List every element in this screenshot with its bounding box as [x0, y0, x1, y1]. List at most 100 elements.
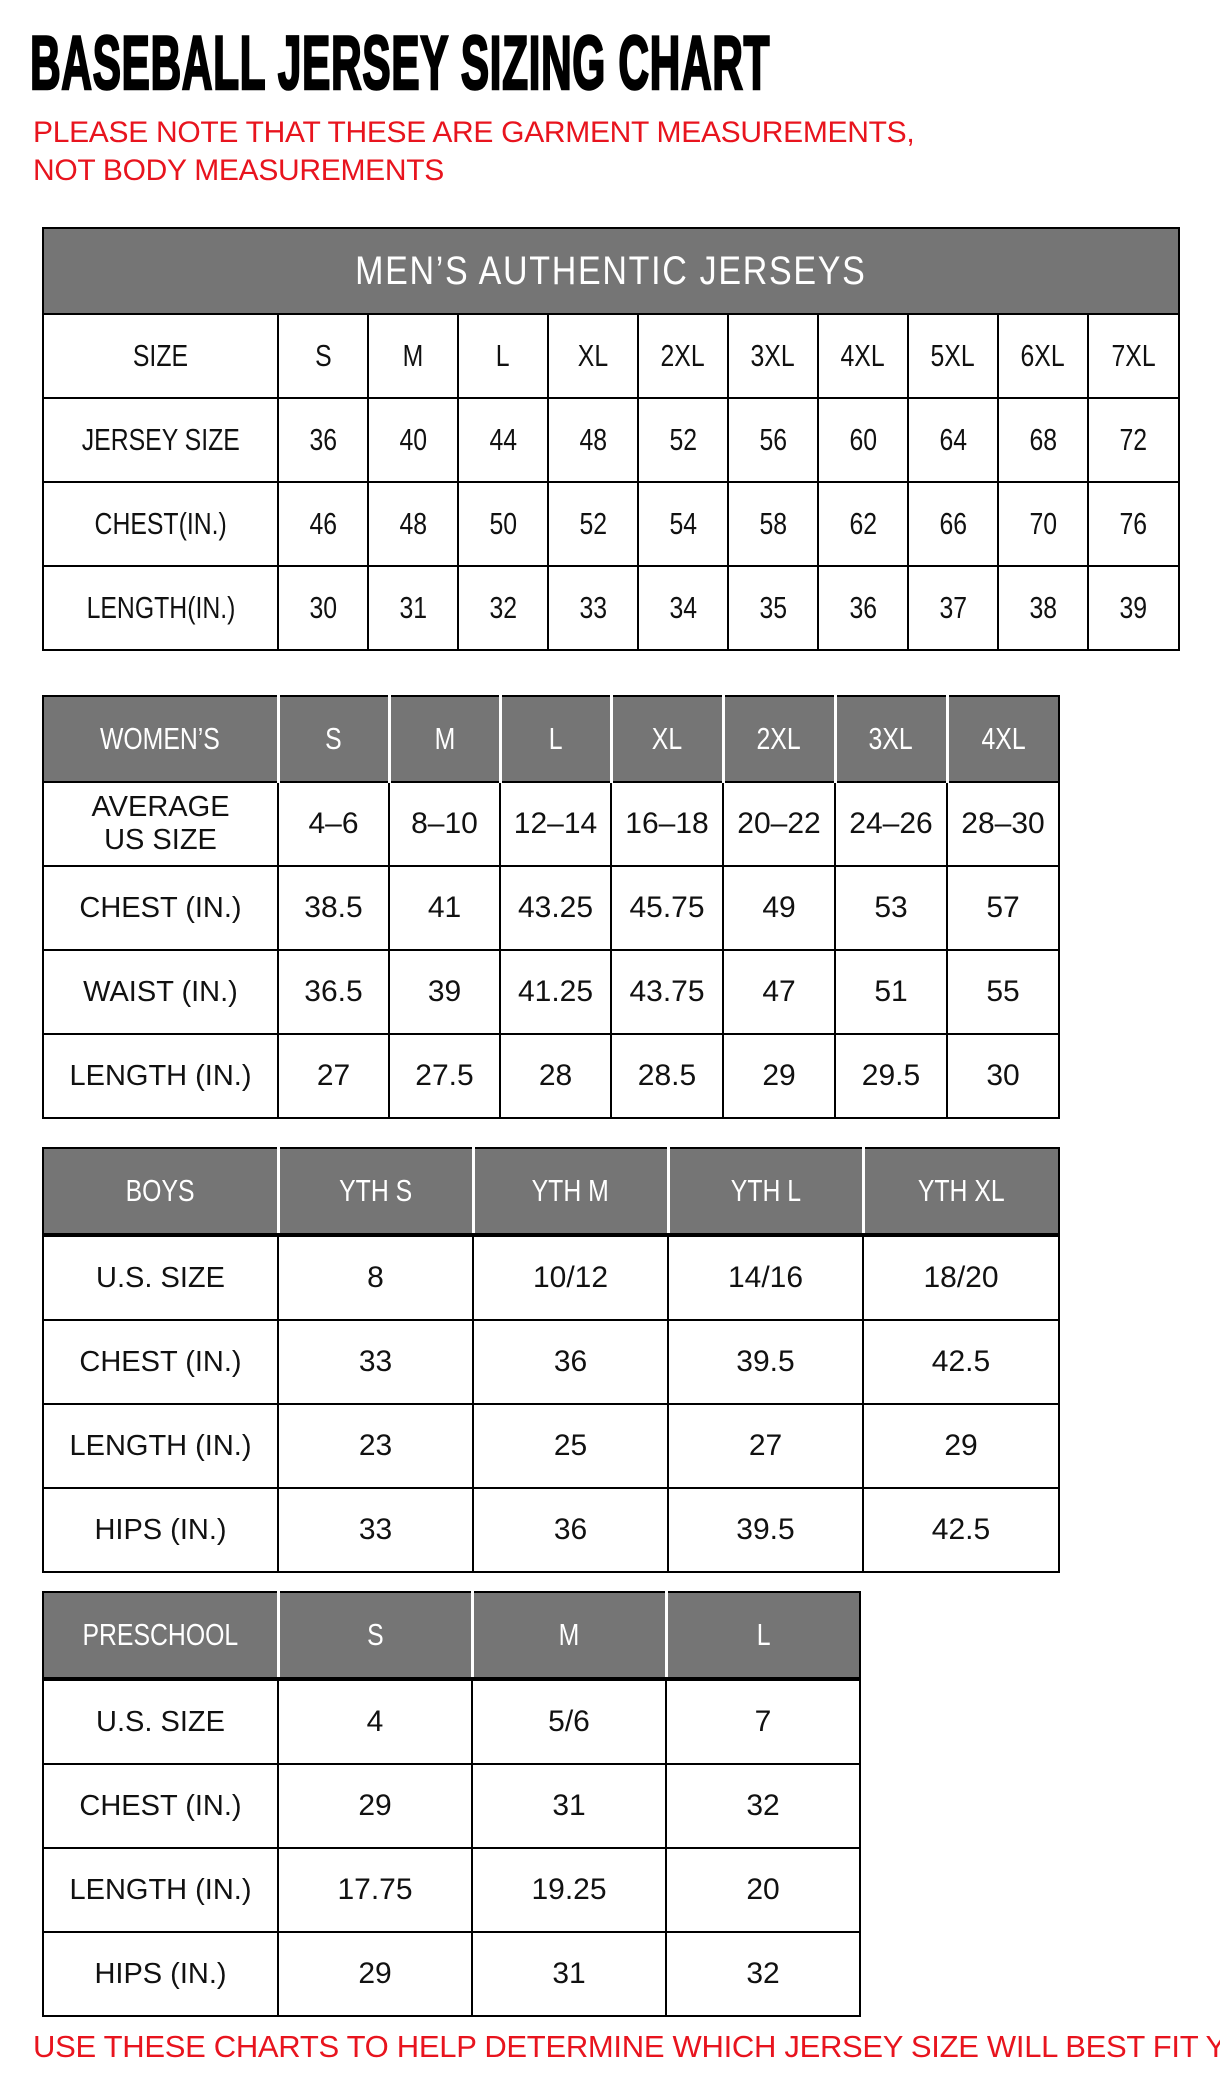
table-cell: 29: [862, 1403, 1060, 1489]
table-cell: 36.5: [277, 949, 390, 1035]
table-cell: 24–26: [834, 781, 948, 867]
column-header: M: [387, 695, 502, 783]
table-cell: 52: [547, 481, 639, 567]
column-header: XL: [609, 695, 725, 783]
table-row: JERSEY SIZE 36 40 44 48 52 56 60 64 68 7…: [42, 397, 1181, 483]
table-cell: 33: [277, 1487, 474, 1573]
page-title: BASEBALL JERSEY SIZING CHART: [29, 21, 771, 106]
table-cell: 32: [665, 1931, 861, 2017]
table-cell: 8: [277, 1234, 474, 1321]
column-header: 3XL: [833, 695, 949, 783]
table-cell: 34: [637, 565, 729, 651]
table-cell: 30: [277, 565, 369, 651]
row-label: LENGTH (IN.): [42, 1403, 279, 1489]
column-header: M: [367, 313, 459, 399]
preschool-table: PRESCHOOL S M L U.S. SIZE 4 5/6 7 CHEST …: [42, 1591, 861, 2017]
row-label: LENGTH(IN.): [42, 565, 279, 651]
table-cell: 33: [547, 565, 639, 651]
table-cell: 70: [997, 481, 1089, 567]
table-cell: 12–14: [499, 781, 612, 867]
table-cell: 30: [946, 1033, 1060, 1119]
column-header: 7XL: [1086, 313, 1181, 399]
table-cell: 32: [457, 565, 549, 651]
table-cell: 58: [727, 481, 819, 567]
table-cell: 42.5: [862, 1319, 1060, 1405]
womens-table: WOMEN’S S M L XL 2XL 3XL 4XL AVERAGE US …: [42, 695, 1060, 1119]
table-cell: 57: [946, 865, 1060, 951]
column-header: S: [276, 695, 391, 783]
column-header: 3XL: [727, 313, 819, 399]
column-header: L: [664, 1591, 861, 1681]
table-cell: 48: [547, 397, 639, 483]
table-cell: 47: [722, 949, 836, 1035]
table-cell: 16–18: [610, 781, 724, 867]
column-header: YTH S: [276, 1147, 475, 1237]
table-cell: 25: [472, 1403, 669, 1489]
table-cell: 43.25: [499, 865, 612, 951]
table-row: WAIST (IN.) 36.5 39 41.25 43.75 47 51 55: [42, 949, 1060, 1035]
table-row: U.S. SIZE 4 5/6 7: [42, 1678, 861, 1765]
table-cell: 29: [277, 1931, 473, 2017]
table-cell: 44: [457, 397, 549, 483]
table-cell: 27: [667, 1403, 864, 1489]
table-cell: 51: [834, 949, 948, 1035]
table-cell: 39: [388, 949, 501, 1035]
column-header: 2XL: [721, 695, 837, 783]
table-cell: 52: [637, 397, 729, 483]
table-cell: 17.75: [277, 1847, 473, 1933]
table-row: HIPS (IN.) 29 31 32: [42, 1931, 861, 2017]
table-cell: 53: [834, 865, 948, 951]
column-header: 5XL: [907, 313, 999, 399]
table-cell: 29.5: [834, 1033, 948, 1119]
garment-measurement-note: PLEASE NOTE THAT THESE ARE GARMENT MEASU…: [33, 116, 915, 187]
row-label: AVERAGE US SIZE: [42, 781, 279, 867]
table-cell: 39: [1086, 565, 1181, 651]
table-cell: 38.5: [277, 865, 390, 951]
column-header: 4XL: [945, 695, 1060, 783]
table-row: AVERAGE US SIZE 4–6 8–10 12–14 16–18 20–…: [42, 781, 1060, 867]
table-cell: 29: [722, 1033, 836, 1119]
table-cell: 23: [277, 1403, 474, 1489]
table-row: WOMEN’S S M L XL 2XL 3XL 4XL: [42, 695, 1060, 783]
table-cell: 42.5: [862, 1487, 1060, 1573]
table-cell: 31: [471, 1763, 667, 1849]
table-row: MEN’S AUTHENTIC JERSEYS: [41, 227, 1181, 315]
table-cell: 4: [277, 1678, 473, 1765]
column-header: 6XL: [997, 313, 1089, 399]
table-cell: 37: [907, 565, 999, 651]
row-label: CHEST (IN.): [42, 1319, 279, 1405]
table-cell: 39.5: [667, 1487, 864, 1573]
table-row: CHEST (IN.) 29 31 32: [42, 1763, 861, 1849]
table-cell: 31: [471, 1931, 667, 2017]
column-header: S: [276, 1591, 474, 1681]
column-header: S: [277, 313, 369, 399]
table-cell: 76: [1086, 481, 1181, 567]
table-cell: 7: [665, 1678, 861, 1765]
table-cell: 31: [367, 565, 459, 651]
mens-authentic-jerseys-table: MEN’S AUTHENTIC JERSEYS SIZE S M L XL 2X…: [41, 227, 1181, 651]
column-header: 4XL: [817, 313, 909, 399]
table-cell: 36: [817, 565, 909, 651]
table-cell: 32: [665, 1763, 861, 1849]
table-cell: 28: [499, 1033, 612, 1119]
table-row: PRESCHOOL S M L: [42, 1591, 861, 1681]
table-cell: 27: [277, 1033, 390, 1119]
row-label: U.S. SIZE: [42, 1678, 279, 1765]
table-cell: 60: [817, 397, 909, 483]
table-cell: 41.25: [499, 949, 612, 1035]
column-header: SIZE: [42, 313, 279, 399]
column-header: M: [470, 1591, 668, 1681]
table-cell: 55: [946, 949, 1060, 1035]
table-cell: 36: [472, 1487, 669, 1573]
row-label: CHEST(IN.): [42, 481, 279, 567]
table-cell: 64: [907, 397, 999, 483]
table-cell: 41: [388, 865, 501, 951]
table-cell: 35: [727, 565, 819, 651]
table-cell: 8–10: [388, 781, 501, 867]
table-cell: 33: [277, 1319, 474, 1405]
row-label: LENGTH (IN.): [42, 1033, 279, 1119]
mens-table-banner: MEN’S AUTHENTIC JERSEYS: [41, 227, 1181, 315]
table-cell: 36: [472, 1319, 669, 1405]
row-label: WAIST (IN.): [42, 949, 279, 1035]
row-label: CHEST (IN.): [42, 865, 279, 951]
